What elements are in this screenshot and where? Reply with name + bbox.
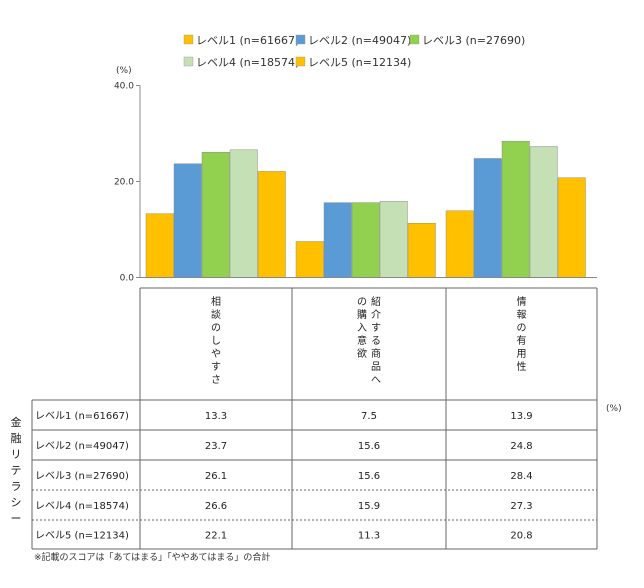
bar [529,146,558,278]
row-group-label-char: テ [11,464,22,477]
legend-swatch [295,56,306,67]
row-group-label-char: リ [11,448,22,461]
category-label-char: 意 [357,334,367,347]
legend-label: レベル3 (n=27690) [422,34,525,47]
table-row-label: レベル5 (n=12134) [35,530,129,542]
category-label-char: 相 [211,295,221,308]
table-cell: 13.3 [205,411,227,422]
bar [295,241,324,278]
y-unit-label: (%) [116,66,132,76]
table-cell: 26.1 [205,471,227,482]
category-label-char: 紹 [371,295,381,308]
table-unit-label: (%) [606,404,622,414]
legend-label: レベル4 (n=18574) [196,56,299,69]
category-label-char: 購 [357,308,367,321]
legend-label: レベル2 (n=49047) [308,34,411,47]
table-cell: 22.1 [205,531,227,542]
table-cell: 15.6 [358,471,380,482]
category-label-char: 用 [517,349,527,360]
category-label-char: の [357,297,367,308]
table-cell: 15.9 [358,501,380,512]
legend: レベル1 (n=61667) レベル2 (n=49047) レベル3 (n=2769… [183,34,525,69]
legend-swatch [295,34,306,45]
row-group-label-char: シ [11,496,22,509]
bar [145,213,174,278]
table-cell: 13.9 [510,411,532,422]
bar [473,158,502,278]
category-label-char: し [211,335,221,347]
bar [201,152,230,278]
category-label-char: 談 [211,308,221,321]
category-label-char: 性 [517,360,527,373]
plot-area: (%) 0.0 20.0 40.0 [114,66,597,284]
table-cell: 28.4 [510,471,532,482]
category-label-char: さ [211,374,221,386]
bar [351,202,380,278]
table-row-label: レベル3 (n=27690) [35,470,129,482]
legend-label: レベル5 (n=12134) [308,56,411,69]
category-label-char: 情 [517,295,527,308]
bar [323,202,352,278]
table-row-label: レベル4 (n=18574) [35,500,129,512]
row-group-label-char: ー [11,512,22,525]
legend-swatch [183,34,194,45]
table-cell: 23.7 [205,441,227,452]
table-cell: 20.8 [510,531,532,542]
table-cell: 26.6 [205,501,227,512]
category-label-char: 商 [371,347,381,360]
category-label-char: 品 [371,361,381,373]
bar [557,177,586,278]
category-label-char: 有 [517,334,527,347]
bar [379,200,408,278]
table-cell: 11.3 [358,531,380,542]
bar [257,171,286,278]
bar [407,223,436,278]
table-row-label: レベル2 (n=49047) [35,440,129,452]
legend-swatch [183,56,194,67]
bar [445,210,474,278]
row-group-label-char: 融 [11,432,22,445]
category-label-char: へ [371,375,381,386]
y-tick-label: 40.0 [114,82,134,92]
table-cell: 15.6 [358,441,380,452]
table-row-label: レベル1 (n=61667) [35,410,129,422]
category-label-char: 入 [357,323,367,334]
bar [229,149,258,278]
footnote: ※記載のスコアは「あてはまる」「ややあてはまる」の合計 [34,551,270,563]
y-tick-label: 0.0 [120,274,135,284]
bar [173,163,202,278]
row-group-label-char: 金 [11,415,22,429]
category-label-char: や [211,348,221,360]
category-label-char: る [371,335,381,347]
category-label-char: の [517,323,527,334]
category-label-char: 介 [371,309,381,321]
legend-swatch [409,34,420,45]
y-tick-label: 20.0 [114,178,134,188]
category-label-char: す [211,361,221,373]
table-cell: 7.5 [361,411,377,422]
category-label-char: 欲 [357,347,367,360]
bar [501,140,530,278]
table-cell: 27.3 [510,501,532,512]
category-label-char: す [371,322,381,334]
category-label-char: 報 [517,309,527,321]
row-group-label-char: ラ [11,480,22,493]
category-label-char: の [211,323,221,334]
legend-label: レベル1 (n=61667) [196,34,299,47]
table-cell: 24.8 [510,441,532,452]
